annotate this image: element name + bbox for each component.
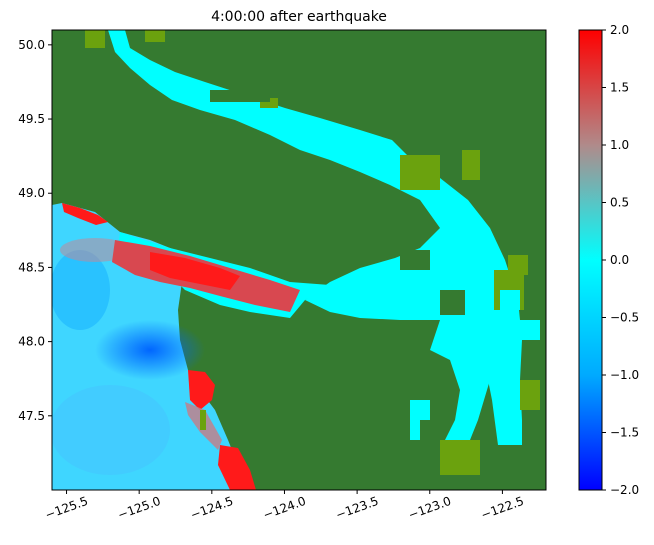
wave-south-coast xyxy=(188,370,215,410)
strait-of-georgia xyxy=(108,30,522,445)
wave-north-coast xyxy=(62,203,108,225)
x-tick-label: −124.0 xyxy=(261,494,308,522)
plot-frame xyxy=(51,29,547,491)
grid-pixels xyxy=(410,240,540,440)
land-islands xyxy=(210,90,465,315)
y-tick-label: 47.5 xyxy=(18,409,45,423)
y-axis: 47.5 48.0 48.5 49.0 49.5 50.0 xyxy=(18,38,52,423)
wave-south-coast-2 xyxy=(218,445,256,490)
colorbar-tick-label: −2.0 xyxy=(610,483,639,497)
low-land-patches xyxy=(85,30,540,475)
y-tick-label: 49.5 xyxy=(18,112,45,126)
y-tick-label: 48.5 xyxy=(18,260,45,274)
colorbar xyxy=(578,29,603,491)
x-tick-label: −125.5 xyxy=(43,494,90,522)
ocean-mid-patch xyxy=(52,250,110,330)
y-tick-label: 50.0 xyxy=(18,38,45,52)
colorbar-tick-label: 2.0 xyxy=(610,23,629,37)
y-tick-label: 49.0 xyxy=(18,186,45,200)
colorbar-tick-label: 0.0 xyxy=(610,253,629,267)
x-tick-label: −124.5 xyxy=(189,494,236,522)
ocean-deep-patch xyxy=(95,320,205,380)
ocean-deep-patch xyxy=(52,385,170,475)
x-tick-label: −123.5 xyxy=(334,494,381,522)
ocean-pink-patch xyxy=(60,238,130,262)
colorbar-tick-label: −0.5 xyxy=(610,311,639,325)
puget-sound xyxy=(430,318,490,460)
chart-title: 4:00:00 after earthquake xyxy=(211,9,387,25)
colorbar-tick-label: 0.5 xyxy=(610,196,629,210)
colorbar-tick-label: −1.5 xyxy=(610,426,639,440)
x-tick-label: −122.5 xyxy=(479,494,526,522)
map-plot-area xyxy=(52,30,546,490)
colorbar-tick-label: 1.0 xyxy=(610,138,629,152)
x-tick-label: −123.0 xyxy=(406,494,453,522)
colorbar-axis: −2.0 −1.5 −1.0 −0.5 0.0 0.5 1.0 1.5 2.0 xyxy=(602,23,639,497)
colorbar-tick-label: 1.5 xyxy=(610,81,629,95)
colorbar-tick-label: −1.0 xyxy=(610,368,639,382)
x-tick-label: −125.0 xyxy=(116,494,163,522)
wave-juan-de-fuca-core xyxy=(150,252,240,290)
x-axis: −125.5 −125.0 −124.5 −124.0 −123.5 −123.0 −122… xyxy=(43,490,526,522)
y-tick-label: 48.0 xyxy=(18,335,45,349)
